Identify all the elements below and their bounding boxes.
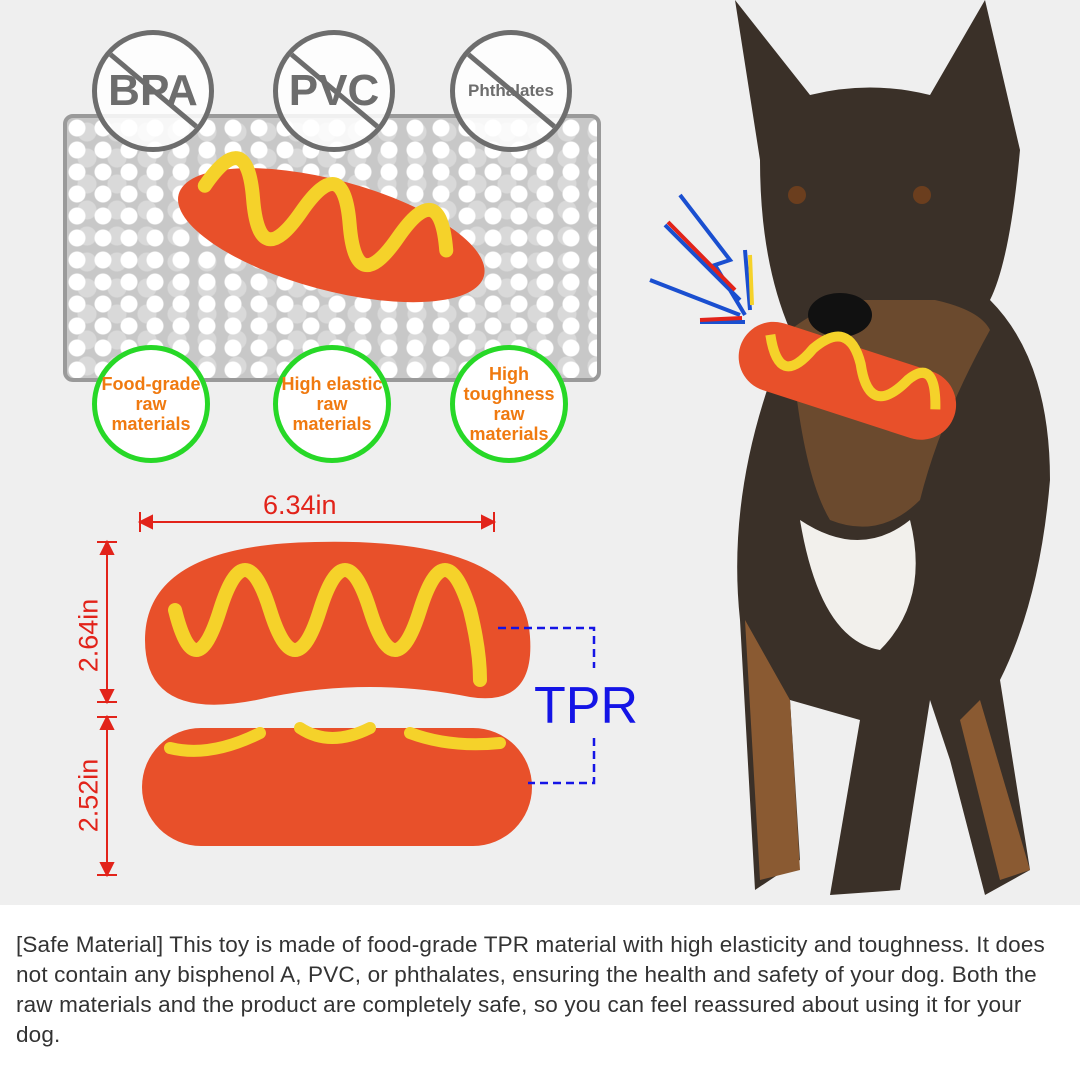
badge-label: PVC: [288, 66, 380, 115]
badge-label: Phthalates: [468, 81, 554, 100]
illustration-layer: [97, 0, 1050, 895]
no-bpa-badge: BPA: [92, 30, 214, 152]
dog-photo: [649, 0, 1050, 895]
product-description: [Safe Material] This toy is made of food…: [16, 932, 1045, 1047]
no-pvc-badge: PVC: [273, 30, 395, 152]
dimension-arrows: [97, 512, 497, 878]
feature-label: High elastic raw materials: [281, 374, 383, 434]
material-label: TPR: [534, 677, 638, 735]
tpr-bracket: [498, 626, 596, 785]
feature-food-grade: Food-grade raw materials: [92, 345, 210, 463]
hotdog-top-view-image: [145, 541, 531, 705]
hotdog-toy-image: [178, 151, 485, 303]
hotdog-side-view-image: [142, 722, 532, 846]
feature-label: Food-grade raw materials: [101, 374, 201, 434]
no-phthalates-badge: Phthalates: [450, 30, 572, 152]
feature-label: High toughness raw materials: [463, 364, 555, 444]
product-image-area: BPA PVC Phthalates Food-grade raw materi…: [0, 0, 1080, 905]
length-label: 6.34in: [263, 490, 337, 520]
feature-high-toughness: High toughness raw materials: [450, 345, 568, 463]
badge-label: BPA: [108, 66, 198, 115]
feature-high-elastic: High elastic raw materials: [273, 345, 391, 463]
